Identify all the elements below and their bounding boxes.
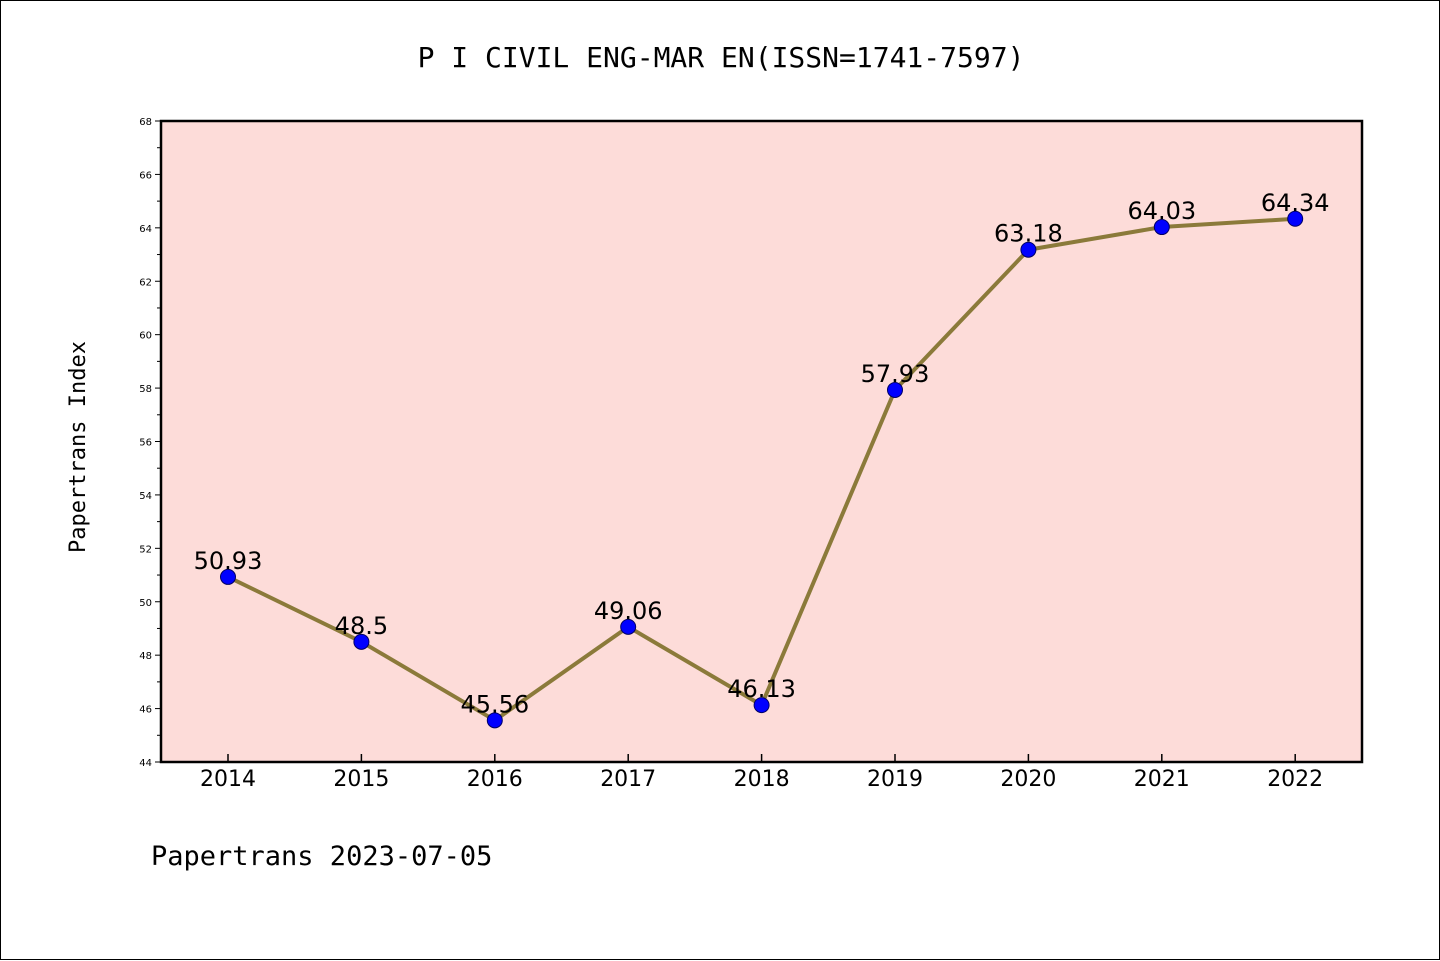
data-label: 46.13 [727,675,796,703]
data-label: 50.93 [194,547,263,575]
x-tick-label: 2021 [1134,767,1190,792]
y-tick-label: 66 [139,170,152,181]
y-axis: 44 46 48 50 52 54 56 58 60 62 64 66 68 [139,117,161,769]
footer-text: Papertrans 2023-07-05 [151,841,492,872]
data-point [1153,219,1170,236]
x-tick-label: 2019 [867,767,923,792]
data-label: 63.18 [994,220,1063,248]
x-tick-label: 2015 [333,767,389,792]
y-tick-label: 52 [139,544,152,555]
x-tick-label: 2018 [734,767,790,792]
data-point [753,697,770,714]
data-point [1287,210,1304,227]
y-tick-label: 54 [139,491,152,502]
data-point [887,381,903,398]
y-tick-label: 56 [139,438,152,449]
x-tick-label: 2016 [467,767,523,792]
y-tick-label: 60 [139,331,152,342]
data-label: 48.5 [335,612,388,640]
y-tick-label: 50 [139,598,152,609]
x-tick-label: 2022 [1267,767,1323,792]
data-label: 45.56 [460,690,529,718]
y-tick-label: 64 [139,224,152,235]
y-tick-label: 46 [139,705,152,716]
chart-title: P I CIVIL ENG-MAR EN(ISSN=1741-7597) [418,41,1025,74]
data-point [620,618,637,635]
data-label: 49.06 [594,597,663,625]
x-axis: 2014 2015 2016 2017 2018 2019 2020 2021 2022 [200,754,1323,792]
y-tick-label: 62 [139,277,152,288]
x-tick-label: 2014 [200,767,256,792]
data-label: 64.03 [1127,197,1196,225]
y-tick-label: 58 [139,384,152,395]
data-label: 57.93 [861,360,930,388]
data-point [220,568,236,585]
data-point [486,712,503,729]
data-label: 64.34 [1261,189,1330,217]
series-group: 50.93 48.5 45.56 49.06 46.13 57.93 63.18 64.03 6… [194,189,1330,729]
x-tick-label: 2020 [1000,767,1056,792]
data-point [353,633,370,650]
y-axis-label: Papertrans Index [66,341,91,553]
x-tick-label: 2017 [600,767,656,792]
y-tick-label: 48 [139,651,152,662]
y-tick-label: 68 [139,117,152,128]
data-point [1020,241,1037,258]
y-tick-label: 44 [139,758,152,769]
